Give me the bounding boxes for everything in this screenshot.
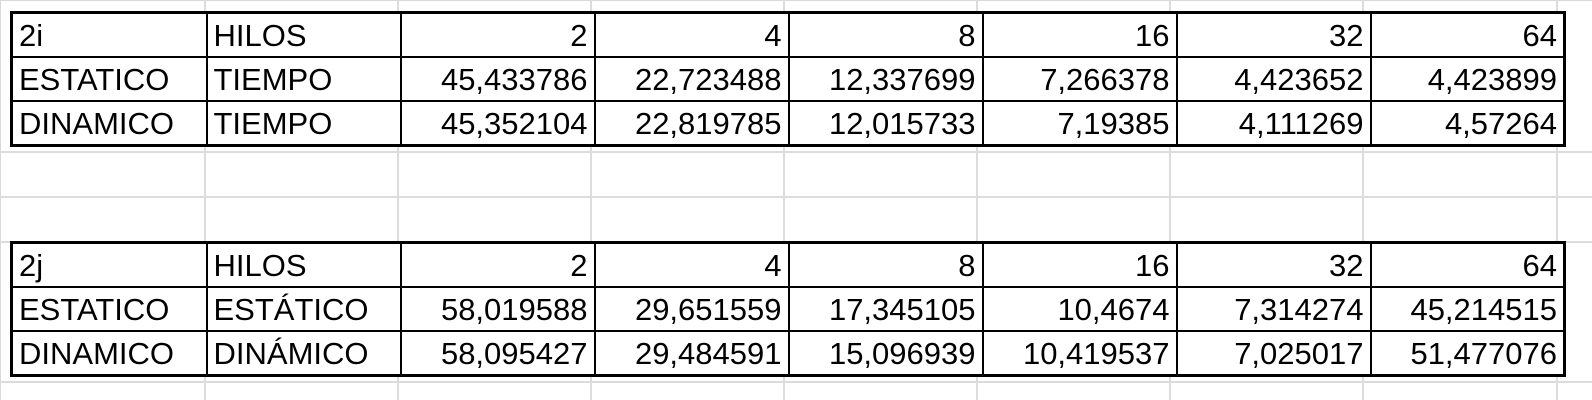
results-table-2j: 2j HILOS 2 4 8 16 32 64 ESTATICO ESTÁTIC… (10, 241, 1566, 377)
table-header-row: 2i HILOS 2 4 8 16 32 64 (10, 11, 1566, 58)
schedule-label-cell[interactable]: ESTATICO (10, 56, 208, 102)
header-label-cell[interactable]: HILOS (205, 11, 402, 58)
time-value-cell[interactable]: 29,651559 (593, 286, 790, 332)
time-value-cell[interactable]: 7,19385 (981, 100, 1178, 147)
thread-count-cell[interactable]: 64 (1369, 241, 1566, 288)
time-value-cell[interactable]: 45,433786 (399, 56, 596, 102)
time-value-cell[interactable]: 29,484591 (593, 330, 790, 377)
thread-count-cell[interactable]: 16 (981, 11, 1178, 58)
thread-count-cell[interactable]: 4 (593, 241, 790, 288)
time-value-cell[interactable]: 15,096939 (787, 330, 984, 377)
row-gridline (0, 151, 1592, 153)
time-value-cell[interactable]: 12,337699 (787, 56, 984, 102)
thread-count-cell[interactable]: 32 (1175, 241, 1372, 288)
thread-count-cell[interactable]: 64 (1369, 11, 1566, 58)
time-value-cell[interactable]: 7,266378 (981, 56, 1178, 102)
thread-count-cell[interactable]: 8 (787, 241, 984, 288)
schedule-label-cell[interactable]: DINAMICO (10, 330, 208, 377)
table-id-cell[interactable]: 2j (10, 241, 208, 288)
time-value-cell[interactable]: 58,019588 (399, 286, 596, 332)
time-value-cell[interactable]: 10,419537 (981, 330, 1178, 377)
metric-label-cell[interactable]: ESTÁTICO (205, 286, 402, 332)
metric-label-cell[interactable]: DINÁMICO (205, 330, 402, 377)
time-value-cell[interactable]: 7,025017 (1175, 330, 1372, 377)
time-value-cell[interactable]: 17,345105 (787, 286, 984, 332)
time-value-cell[interactable]: 45,352104 (399, 100, 596, 147)
time-value-cell[interactable]: 7,314274 (1175, 286, 1372, 332)
time-value-cell[interactable]: 4,57264 (1369, 100, 1566, 147)
time-value-cell[interactable]: 4,423652 (1175, 56, 1372, 102)
time-value-cell[interactable]: 51,477076 (1369, 330, 1566, 377)
metric-label-cell[interactable]: TIEMPO (205, 100, 402, 147)
table-header-row: 2j HILOS 2 4 8 16 32 64 (10, 241, 1566, 288)
table-row: DINAMICO DINÁMICO 58,095427 29,484591 15… (10, 330, 1566, 377)
time-value-cell[interactable]: 58,095427 (399, 330, 596, 377)
schedule-label-cell[interactable]: ESTATICO (10, 286, 208, 332)
time-value-cell[interactable]: 45,214515 (1369, 286, 1566, 332)
time-value-cell[interactable]: 12,015733 (787, 100, 984, 147)
results-table-2i: 2i HILOS 2 4 8 16 32 64 ESTATICO TIEMPO … (10, 11, 1566, 147)
thread-count-cell[interactable]: 2 (399, 241, 596, 288)
thread-count-cell[interactable]: 2 (399, 11, 596, 58)
table-id-cell[interactable]: 2i (10, 11, 208, 58)
thread-count-cell[interactable]: 8 (787, 11, 984, 58)
time-value-cell[interactable]: 22,723488 (593, 56, 790, 102)
row-gridline (0, 196, 1592, 198)
time-value-cell[interactable]: 22,819785 (593, 100, 790, 147)
row-gridline (0, 381, 1592, 383)
table-row: ESTATICO ESTÁTICO 58,019588 29,651559 17… (10, 286, 1566, 332)
time-value-cell[interactable]: 10,4674 (981, 286, 1178, 332)
time-value-cell[interactable]: 4,423899 (1369, 56, 1566, 102)
thread-count-cell[interactable]: 4 (593, 11, 790, 58)
time-value-cell[interactable]: 4,111269 (1175, 100, 1372, 147)
schedule-label-cell[interactable]: DINAMICO (10, 100, 208, 147)
thread-count-cell[interactable]: 16 (981, 241, 1178, 288)
table-row: ESTATICO TIEMPO 45,433786 22,723488 12,3… (10, 56, 1566, 102)
metric-label-cell[interactable]: TIEMPO (205, 56, 402, 102)
thread-count-cell[interactable]: 32 (1175, 11, 1372, 58)
table-row: DINAMICO TIEMPO 45,352104 22,819785 12,0… (10, 100, 1566, 147)
header-label-cell[interactable]: HILOS (205, 241, 402, 288)
